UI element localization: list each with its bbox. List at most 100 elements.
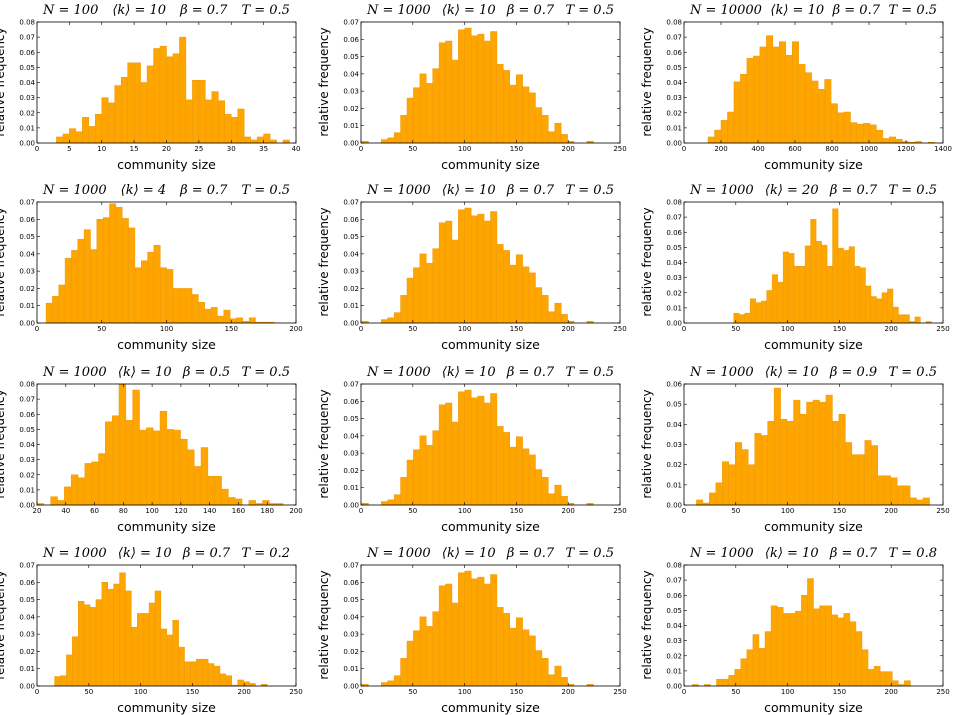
histogram-bar [477, 395, 485, 506]
y-tick-label: 0.00 [19, 320, 35, 328]
x-tick-label: 150 [833, 325, 846, 333]
x-axis-label: community size [441, 157, 540, 172]
panel-title: N = 1000 ⟨k⟩ = 10 β = 0.7 T = 0.2 [37, 546, 296, 562]
histogram-bar [851, 454, 859, 506]
histogram-bar [111, 415, 120, 506]
param-k: ⟨k⟩ = 10 [441, 365, 496, 380]
histogram-bar [560, 677, 568, 687]
histogram-bar [50, 496, 58, 506]
histogram-bar [873, 666, 881, 687]
param-t: T = 0.5 [241, 365, 290, 380]
param-beta: β = 0.7 [506, 365, 555, 380]
histogram-bar [735, 442, 743, 506]
histogram-panel: N = 100 ⟨k⟩ = 10 β = 0.7 T = 0.5 community s… [0, 3, 300, 172]
histogram-bar [83, 604, 91, 687]
x-tick-label: 200 [289, 507, 302, 515]
param-beta: β = 0.5 [182, 365, 231, 380]
histogram-bar [535, 650, 543, 687]
histogram-panel: N = 1000 ⟨k⟩ = 10 β = 0.5 T = 0.5 community … [0, 365, 303, 534]
x-tick-label: 15 [130, 145, 139, 153]
y-axis-label: relative frequency [640, 27, 654, 137]
plot-area: 0 50 100 150 200 250 0.00 0.01 0.02 0.03 0.04 0.05 0… [666, 381, 949, 516]
histogram-bar [548, 493, 555, 506]
histogram-bar [744, 312, 751, 324]
histogram-bar [113, 583, 120, 687]
plot-area: 0 50 100 150 200 0.00 0.01 0.02 0.03 0.04 0.05 0.06… [19, 199, 302, 334]
y-tick-label: 0.00 [666, 683, 682, 691]
param-beta: β = 0.7 [182, 546, 231, 561]
histogram-bar [477, 213, 485, 324]
histogram-bar [159, 45, 167, 144]
histogram-bar [892, 680, 899, 687]
histogram-bar [464, 207, 472, 324]
y-tick-label: 0.01 [19, 665, 35, 673]
histogram-bar [139, 429, 147, 506]
histogram-bar [771, 274, 778, 324]
histogram-bar [387, 137, 395, 144]
y-tick-label: 0.02 [19, 471, 35, 479]
histogram-bar [554, 122, 562, 144]
histogram-bar [224, 114, 232, 144]
y-tick-label: 0.00 [666, 140, 682, 148]
histogram-bar [445, 40, 453, 144]
histogram-bar [107, 588, 114, 687]
param-beta: β = 0.7 [506, 183, 555, 198]
y-tick-label: 0.00 [343, 683, 359, 691]
histogram-bar [849, 621, 857, 687]
histogram-bar [95, 599, 103, 687]
axes-frame [360, 21, 621, 144]
histogram-bar [740, 73, 748, 144]
histogram-bar [760, 300, 767, 324]
y-tick-label: 0.07 [343, 19, 359, 27]
histogram-bar [845, 442, 853, 506]
y-tick-label: 0.07 [19, 34, 35, 42]
y-tick-label: 0.08 [666, 19, 682, 27]
histogram-bar [132, 389, 140, 506]
histogram-bar [90, 249, 98, 324]
x-axis-label: community size [764, 157, 863, 172]
x-tick-label: 140 [203, 507, 216, 515]
histogram-bar [248, 500, 256, 506]
histogram-bar [72, 636, 79, 687]
histogram-bar [490, 393, 498, 506]
histogram-bar [184, 661, 191, 687]
histogram-bar [837, 617, 845, 687]
y-tick-label: 0.02 [343, 648, 359, 656]
histogram-bar [470, 35, 478, 144]
y-tick-label: 0.06 [19, 579, 35, 587]
y-tick-label: 0.02 [666, 109, 682, 117]
histogram-bar [77, 238, 85, 324]
histogram-bar [213, 665, 221, 687]
y-tick-label: 0.00 [666, 502, 682, 510]
y-axis-label: relative frequency [317, 570, 331, 680]
y-tick-label: 0.05 [666, 401, 682, 409]
histogram-bar [185, 99, 193, 144]
histogram-bar [806, 401, 814, 506]
histogram-bar [160, 267, 167, 324]
param-k: ⟨k⟩ = 10 [441, 3, 496, 18]
histogram-bar [470, 215, 478, 324]
histogram-bar [445, 220, 453, 324]
x-tick-label: 200 [562, 507, 575, 515]
y-tick-label: 0.01 [343, 665, 359, 673]
histogram-bar [262, 500, 270, 506]
histogram-bar [200, 447, 209, 506]
histogram-bar [221, 488, 229, 506]
histogram-bar [477, 576, 485, 687]
histogram-bar [830, 103, 838, 144]
histogram-bar [766, 290, 773, 324]
histogram-bar [864, 440, 872, 506]
plot-area: 0 50 100 150 200 250 0.00 0.01 0.02 0.03 0.04 0.05 0… [19, 562, 302, 697]
x-tick-label: 0 [359, 325, 363, 333]
histogram-bar [815, 241, 822, 324]
histogram-bar [210, 307, 218, 324]
param-t: T = 0.5 [565, 365, 614, 380]
histogram-bar [548, 674, 555, 687]
panel-title: N = 1000 ⟨k⟩ = 10 β = 0.7 T = 0.5 [361, 183, 620, 199]
x-tick-label: 1200 [897, 145, 915, 153]
param-n: N = 1000 [367, 3, 431, 18]
histogram-bar [137, 613, 144, 687]
x-tick-label: 20 [33, 507, 42, 515]
y-tick-label: 0.03 [343, 88, 359, 96]
histogram-bar [413, 630, 421, 687]
